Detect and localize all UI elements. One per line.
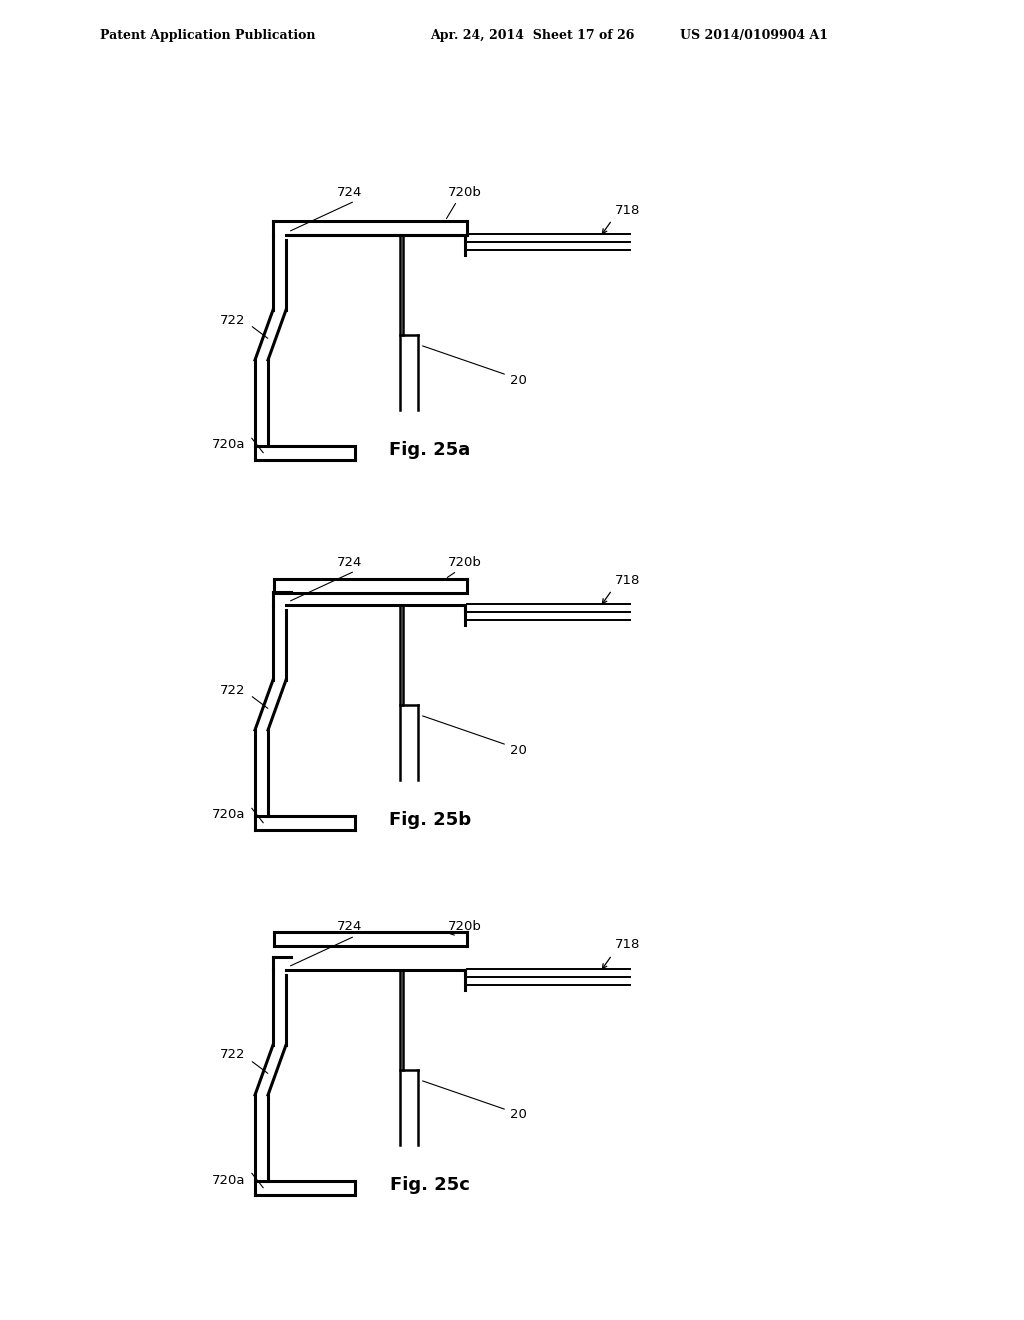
Text: 720b: 720b [449, 556, 482, 569]
Text: 720a: 720a [212, 438, 245, 451]
Text: Patent Application Publication: Patent Application Publication [100, 29, 315, 41]
Text: 20: 20 [510, 374, 527, 387]
Text: 718: 718 [615, 573, 640, 586]
Text: 20: 20 [510, 1109, 527, 1122]
Text: 722: 722 [219, 1048, 245, 1061]
Text: 720a: 720a [212, 1173, 245, 1187]
Text: 724: 724 [337, 186, 362, 198]
Text: Fig. 25b: Fig. 25b [389, 810, 471, 829]
Text: 720b: 720b [449, 920, 482, 933]
Text: 724: 724 [337, 920, 362, 933]
Text: Fig. 25a: Fig. 25a [389, 441, 471, 459]
Text: US 2014/0109904 A1: US 2014/0109904 A1 [680, 29, 828, 41]
Text: 722: 722 [219, 684, 245, 697]
Text: 720b: 720b [449, 186, 482, 198]
Text: Apr. 24, 2014  Sheet 17 of 26: Apr. 24, 2014 Sheet 17 of 26 [430, 29, 635, 41]
Text: 718: 718 [615, 203, 640, 216]
Text: 724: 724 [337, 556, 362, 569]
Text: 720a: 720a [212, 808, 245, 821]
Text: Fig. 25c: Fig. 25c [390, 1176, 470, 1195]
Text: 20: 20 [510, 743, 527, 756]
Text: 722: 722 [219, 314, 245, 326]
Text: 718: 718 [615, 939, 640, 952]
